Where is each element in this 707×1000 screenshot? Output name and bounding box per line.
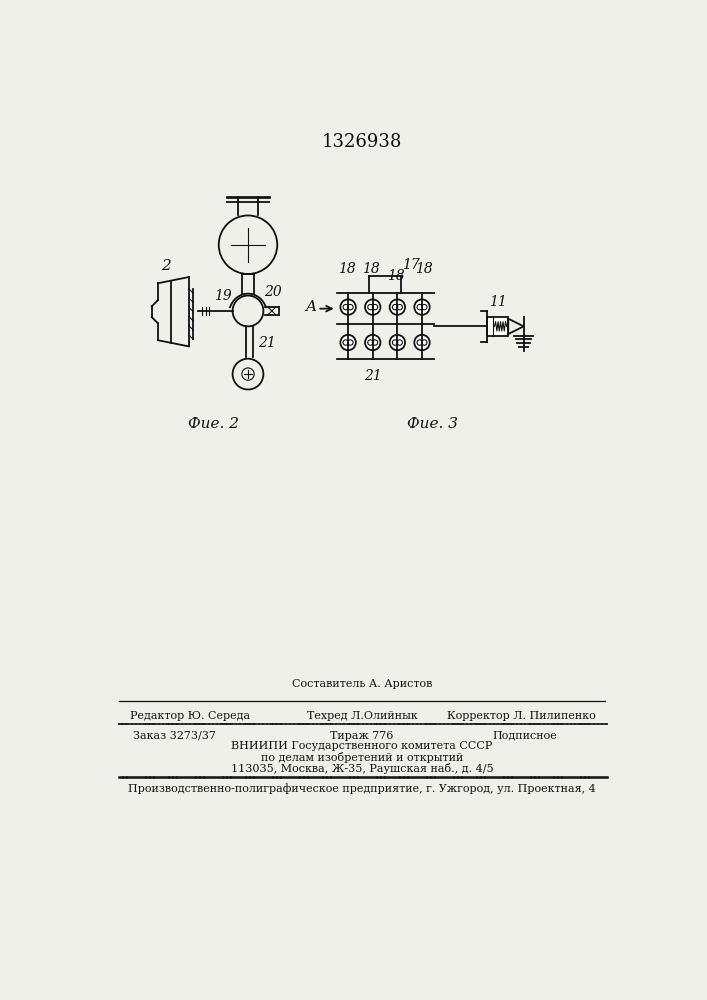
Circle shape: [340, 299, 356, 315]
Text: Тираж 776: Тираж 776: [330, 731, 394, 741]
Text: 20: 20: [264, 285, 282, 299]
Text: 17: 17: [402, 258, 420, 272]
Text: Фие. 3: Фие. 3: [407, 417, 458, 431]
Text: Подписное: Подписное: [493, 731, 558, 741]
Text: 18: 18: [362, 262, 380, 276]
Circle shape: [340, 335, 356, 350]
Circle shape: [365, 335, 380, 350]
Text: Редактор Ю. Середа: Редактор Ю. Середа: [130, 711, 250, 721]
Circle shape: [414, 335, 430, 350]
Circle shape: [390, 335, 405, 350]
Text: 11: 11: [489, 295, 507, 309]
Bar: [486, 317, 508, 336]
Text: Производственно-полиграфическое предприятие, г. Ужгород, ул. Проектная, 4: Производственно-полиграфическое предприя…: [128, 783, 596, 794]
Text: 113035, Москва, Ж-35, Раушская наб., д. 4/5: 113035, Москва, Ж-35, Раушская наб., д. …: [230, 763, 493, 774]
Circle shape: [414, 299, 430, 315]
Text: Фие. 2: Фие. 2: [188, 417, 239, 431]
Text: ВНИИПИ Государственного комитета СССР: ВНИИПИ Государственного комитета СССР: [231, 741, 493, 751]
Text: 18: 18: [387, 269, 404, 283]
Text: 1326938: 1326938: [322, 133, 402, 151]
Text: 21: 21: [364, 369, 382, 383]
Text: Составитель А. Аристов: Составитель А. Аристов: [292, 679, 432, 689]
Text: Корректор Л. Пилипенко: Корректор Л. Пилипенко: [447, 711, 596, 721]
Text: A: A: [305, 300, 317, 314]
Text: 19: 19: [214, 289, 231, 303]
Circle shape: [365, 299, 380, 315]
Text: Заказ 3273/37: Заказ 3273/37: [134, 731, 216, 741]
Text: 18: 18: [338, 262, 356, 276]
Text: Техред Л.Олийнык: Техред Л.Олийнык: [307, 711, 417, 721]
Text: 21: 21: [257, 336, 275, 350]
Text: 18: 18: [415, 262, 433, 276]
Text: по делам изобретений и открытий: по делам изобретений и открытий: [261, 752, 463, 763]
Text: 2: 2: [160, 259, 170, 273]
Circle shape: [390, 299, 405, 315]
